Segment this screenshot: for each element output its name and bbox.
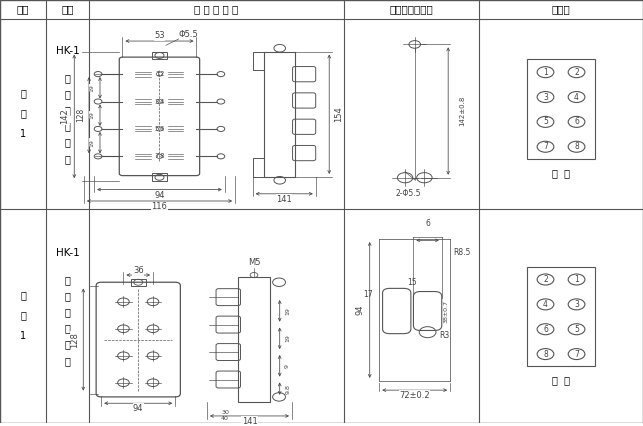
Text: 8: 8	[159, 153, 164, 159]
Text: 5: 5	[155, 126, 159, 132]
Text: 线: 线	[64, 154, 71, 164]
Text: 2: 2	[159, 71, 164, 77]
Text: 式: 式	[64, 106, 71, 115]
Text: 8: 8	[543, 350, 548, 359]
Text: 接: 接	[64, 340, 71, 350]
Text: 36: 36	[133, 266, 143, 275]
Text: 7: 7	[543, 142, 548, 151]
Text: 15: 15	[408, 278, 417, 287]
Text: 4: 4	[543, 300, 548, 309]
Text: 6: 6	[543, 325, 548, 334]
Text: 40: 40	[221, 416, 229, 421]
Text: 背  视: 背 视	[552, 375, 570, 386]
Text: 出: 出	[64, 291, 71, 302]
Text: 2: 2	[574, 68, 579, 77]
Text: 4: 4	[574, 92, 579, 101]
Bar	[131, 279, 146, 285]
Text: 6: 6	[574, 118, 579, 127]
Text: 94: 94	[356, 305, 365, 315]
Text: 53: 53	[154, 32, 165, 40]
Bar	[152, 52, 167, 59]
Text: 94: 94	[133, 404, 143, 413]
Text: 图: 图	[20, 108, 26, 118]
Text: 线: 线	[64, 356, 71, 366]
Text: 142±0.8: 142±0.8	[459, 96, 466, 126]
Text: 30: 30	[221, 410, 229, 414]
Text: 1: 1	[574, 275, 579, 284]
Text: 19: 19	[90, 111, 95, 119]
Text: R8.5: R8.5	[453, 248, 471, 256]
Text: 附: 附	[20, 88, 26, 98]
Text: HK-1: HK-1	[56, 248, 79, 258]
Text: 5: 5	[543, 118, 548, 127]
Text: 128: 128	[77, 108, 85, 122]
Text: 3: 3	[574, 300, 579, 309]
Text: 前  视: 前 视	[552, 168, 570, 178]
Text: 154: 154	[334, 106, 343, 122]
Text: 前: 前	[64, 121, 71, 132]
Text: 结构: 结构	[61, 5, 74, 14]
Text: Φ5.5: Φ5.5	[179, 30, 199, 39]
Bar	[527, 59, 595, 158]
Text: 116: 116	[152, 202, 167, 211]
Text: 端子图: 端子图	[552, 5, 570, 14]
Text: 2-Φ5.5: 2-Φ5.5	[395, 189, 421, 198]
Text: 安装开孔尺寸圈: 安装开孔尺寸圈	[390, 5, 433, 14]
Text: 7: 7	[155, 153, 159, 159]
Text: 图号: 图号	[17, 5, 30, 14]
Text: 接: 接	[64, 138, 71, 147]
Text: 外 形 尺 寸 图: 外 形 尺 寸 图	[194, 5, 239, 14]
Text: 19: 19	[285, 307, 290, 315]
Text: 2: 2	[543, 275, 548, 284]
Text: 94: 94	[154, 190, 165, 199]
Text: 1: 1	[155, 71, 159, 77]
Text: 38±0.7: 38±0.7	[443, 299, 448, 322]
Bar	[527, 267, 595, 366]
Text: 5: 5	[574, 325, 579, 334]
Text: 凸: 凸	[64, 275, 71, 285]
Text: 141: 141	[276, 195, 292, 204]
Text: 6: 6	[159, 126, 164, 132]
Text: 1: 1	[20, 129, 26, 139]
Text: 式: 式	[64, 308, 71, 317]
Text: 141: 141	[242, 417, 257, 426]
Text: 19: 19	[90, 139, 95, 147]
Text: 4: 4	[159, 98, 164, 104]
Text: 19: 19	[90, 84, 95, 92]
Text: 凸: 凸	[64, 73, 71, 83]
Bar	[238, 277, 270, 402]
Text: 6: 6	[425, 219, 430, 228]
Bar	[264, 52, 295, 177]
Text: 3: 3	[155, 98, 159, 104]
Text: 9: 9	[285, 364, 290, 368]
Text: M5: M5	[248, 258, 260, 267]
Text: 8: 8	[574, 142, 579, 151]
Text: 1: 1	[20, 331, 26, 341]
Text: 后: 后	[64, 324, 71, 334]
Text: 出: 出	[64, 89, 71, 99]
Bar	[152, 173, 167, 181]
Text: 7: 7	[574, 350, 579, 359]
Text: HK-1: HK-1	[56, 46, 79, 56]
Text: 72±0.2: 72±0.2	[399, 391, 430, 400]
Text: 17: 17	[363, 290, 373, 299]
Text: 19: 19	[285, 334, 290, 342]
Text: 1: 1	[543, 68, 548, 77]
Text: 142: 142	[60, 109, 69, 124]
Text: R3: R3	[439, 331, 449, 340]
Text: 128: 128	[71, 331, 79, 348]
Text: 图: 图	[20, 311, 26, 320]
Text: 附: 附	[20, 290, 26, 300]
Text: 3: 3	[543, 92, 548, 101]
Text: 9.8: 9.8	[285, 384, 291, 394]
